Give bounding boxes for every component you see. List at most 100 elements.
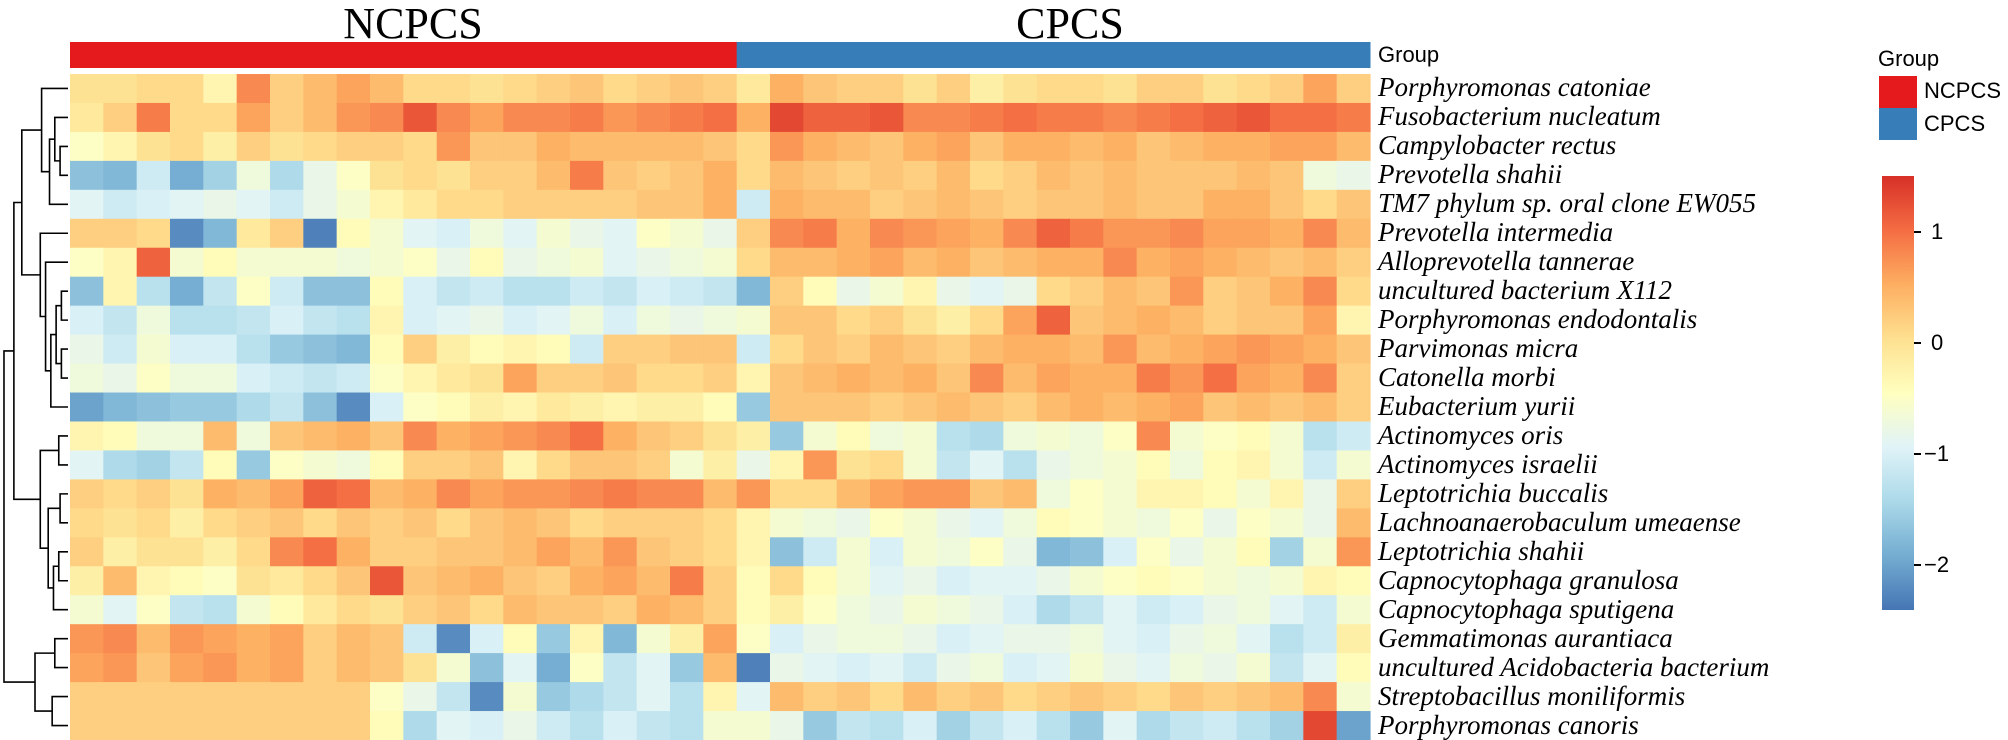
heatmap-cell-r2-c8 <box>336 131 371 162</box>
heatmap-cell-r5-c12 <box>470 218 504 249</box>
heatmap-cell-r19-c20 <box>736 624 771 654</box>
heatmap-cell-r9-c22 <box>803 334 838 365</box>
heatmap-cell-r11-c27 <box>970 392 1004 423</box>
heatmap-cell-r8-c22 <box>803 305 838 336</box>
heatmap-cell-r21-c21 <box>770 682 804 712</box>
heatmap-cell-r4-c34 <box>1203 189 1238 220</box>
heatmap-cell-r5-c37 <box>1303 218 1338 249</box>
heatmap-cell-r15-c17 <box>636 508 671 538</box>
heatmap-cell-r14-c31 <box>1103 479 1138 509</box>
heatmap-cell-r2-c0 <box>70 131 104 162</box>
heatmap-cell-r12-c27 <box>970 421 1004 452</box>
heatmap-cell-r6-c24 <box>870 247 904 278</box>
heatmap-cell-r0-c1 <box>103 74 138 104</box>
heatmap-cell-r11-c7 <box>303 392 338 423</box>
heatmap-cell-r11-c2 <box>136 392 171 423</box>
heatmap-cell-r1-c29 <box>1036 102 1071 133</box>
heatmap-cell-r1-c38 <box>1336 102 1371 133</box>
heatmap-cell-r1-c14 <box>536 102 571 133</box>
heatmap-cell-r8-c29 <box>1036 305 1071 336</box>
heatmap-cell-r9-c17 <box>636 334 671 365</box>
heatmap-cell-r20-c11 <box>436 653 471 683</box>
heatmap-cell-r14-c0 <box>70 479 104 509</box>
row-label: TM7 phylum sp. oral clone EW055 <box>1378 188 1756 219</box>
heatmap-cell-r11-c18 <box>670 392 704 423</box>
heatmap-cell-r10-c25 <box>903 363 938 394</box>
heatmap-cell-r13-c2 <box>136 450 171 480</box>
heatmap-cell-r12-c24 <box>870 421 904 452</box>
heatmap-cell-r0-c19 <box>703 74 738 104</box>
heatmap-cell-r9-c11 <box>436 334 471 365</box>
heatmap-cell-r4-c7 <box>303 189 338 220</box>
heatmap-cell-r19-c0 <box>70 624 104 654</box>
heatmap-cell-r17-c10 <box>403 566 438 596</box>
heatmap-cell-r12-c38 <box>1336 421 1371 452</box>
legend-key-cpcs <box>1879 108 1917 140</box>
heatmap-cell-r0-c20 <box>736 74 771 104</box>
heatmap-cell-r5-c30 <box>1070 218 1104 249</box>
heatmap-cell-r7-c27 <box>970 276 1004 307</box>
heatmap-cell-r9-c16 <box>603 334 638 365</box>
heatmap-cell-r15-c8 <box>336 508 371 538</box>
heatmap-cell-r19-c25 <box>903 624 938 654</box>
heatmap-cell-r11-c21 <box>770 392 804 423</box>
color-scale-tick <box>1914 453 1921 456</box>
heatmap-cell-r17-c30 <box>1070 566 1104 596</box>
heatmap-cell-r7-c38 <box>1336 276 1371 307</box>
row-label: Leptotrichia shahii <box>1378 535 1585 566</box>
heatmap-cell-r2-c3 <box>170 131 204 162</box>
heatmap-cell-r10-c15 <box>570 363 604 394</box>
row-label: Alloprevotella tannerae <box>1378 246 1635 277</box>
heatmap-cell-r5-c19 <box>703 218 738 249</box>
heatmap-cell-r14-c23 <box>836 479 871 509</box>
heatmap-cell-r6-c15 <box>570 247 604 278</box>
heatmap-cell-r1-c11 <box>436 102 471 133</box>
heatmap-cell-r3-c12 <box>470 160 504 191</box>
heatmap-cell-r16-c16 <box>603 537 638 567</box>
heatmap-cell-r8-c31 <box>1103 305 1138 336</box>
color-scale-tick-label: −2 <box>1924 552 1950 578</box>
heatmap-cell-r15-c37 <box>1303 508 1338 538</box>
heatmap-cell-r4-c24 <box>870 189 904 220</box>
heatmap-cell-r8-c17 <box>636 305 671 336</box>
heatmap-cell-r0-c7 <box>303 74 338 104</box>
heatmap-cell-r4-c14 <box>536 189 571 220</box>
dendrogram-branch <box>50 333 68 408</box>
heatmap-cell-r4-c33 <box>1170 189 1204 220</box>
heatmap-cell-r6-c18 <box>670 247 704 278</box>
heatmap-cell-r2-c21 <box>770 131 804 162</box>
heatmap-cell-r11-c36 <box>1270 392 1304 423</box>
heatmap-cell-r21-c28 <box>1003 682 1038 712</box>
heatmap-cell-r6-c28 <box>1003 247 1038 278</box>
heatmap-cell-r13-c33 <box>1170 450 1204 480</box>
heatmap-cell-r8-c16 <box>603 305 638 336</box>
heatmap-cell-r17-c6 <box>270 566 304 596</box>
heatmap-cell-r18-c32 <box>1136 595 1171 625</box>
heatmap-cell-r16-c32 <box>1136 537 1171 567</box>
heatmap-cell-r10-c8 <box>336 363 371 394</box>
heatmap-cell-r20-c32 <box>1136 653 1171 683</box>
heatmap-cell-r20-c20 <box>736 653 771 683</box>
heatmap-cell-r8-c0 <box>70 305 104 336</box>
heatmap-cell-r22-c16 <box>603 711 638 740</box>
heatmap-cell-r13-c27 <box>970 450 1004 480</box>
heatmap-cell-r18-c21 <box>770 595 804 625</box>
heatmap-cell-r19-c21 <box>770 624 804 654</box>
heatmap-cell-r7-c9 <box>370 276 404 307</box>
heatmap-cell-r18-c4 <box>203 595 238 625</box>
heatmap-cell-r12-c14 <box>536 421 571 452</box>
heatmap-cell-r4-c30 <box>1070 189 1104 220</box>
heatmap-cell-r6-c32 <box>1136 247 1171 278</box>
heatmap-cell-r16-c23 <box>836 537 871 567</box>
heatmap-cell-r5-c31 <box>1103 218 1138 249</box>
heatmap-cell-r5-c22 <box>803 218 838 249</box>
heatmap-cell-r7-c25 <box>903 276 938 307</box>
heatmap-cell-r5-c34 <box>1203 218 1238 249</box>
heatmap-cell-r20-c13 <box>503 653 538 683</box>
heatmap-cell-r10-c13 <box>503 363 538 394</box>
heatmap-cell-r20-c1 <box>103 653 138 683</box>
heatmap-cell-r16-c14 <box>536 537 571 567</box>
dendrogram-branch <box>54 116 68 162</box>
heatmap-cell-r16-c37 <box>1303 537 1338 567</box>
heatmap-cell-r12-c11 <box>436 421 471 452</box>
